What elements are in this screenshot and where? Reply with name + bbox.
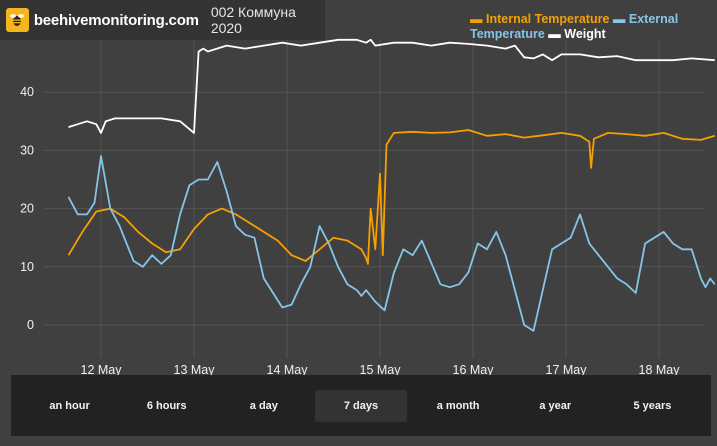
x-tick-label: 12 May	[81, 363, 123, 375]
bee-logo-icon[interactable]	[6, 8, 29, 32]
site-name[interactable]: beehivemonitoring.com	[33, 11, 199, 29]
range-button-a-day[interactable]: a day	[249, 399, 278, 412]
y-tick-label: 0	[27, 318, 34, 332]
range-button-7-days[interactable]: 7 days	[314, 389, 407, 422]
x-tick-label: 17 May	[546, 363, 588, 375]
y-tick-label: 10	[20, 260, 34, 274]
y-tick-label: 20	[20, 202, 34, 216]
x-tick-label: 16 May	[453, 363, 495, 375]
legend-internal-temperature[interactable]: ▬ Internal Temperature	[470, 12, 610, 26]
series-line-external-temperature	[67, 155, 716, 332]
header-bar: beehivemonitoring.com 002 Коммуна 2020	[0, 0, 325, 40]
legend-weight[interactable]: ▬ Weight	[548, 27, 606, 41]
range-button-5-years[interactable]: 5 years	[633, 399, 672, 412]
series-line-internal-temperature	[67, 129, 716, 265]
legend-internal-temperature-label: Internal Temperature	[485, 12, 610, 26]
legend-external-temperature[interactable]: ▬ External Temperature	[470, 12, 679, 41]
range-button-6-hours[interactable]: 6 hours	[146, 399, 187, 412]
series-line-weight	[68, 38, 715, 134]
range-button-a-month[interactable]: a month	[436, 399, 480, 412]
line-chart: 0 10 20 30 40 12 May 13 May 14 May 15 May 16 May 1…	[20, 38, 716, 375]
y-tick-label: 40	[20, 85, 34, 99]
y-tick-label: 30	[20, 143, 34, 157]
range-selector: an hour 6 hours a day 7 days a month a y…	[11, 375, 711, 436]
x-tick-label: 18 May	[639, 363, 681, 375]
chart-legend: ▬ Internal Temperature ▬ External Temper…	[470, 12, 710, 42]
x-tick-label: 14 May	[267, 363, 309, 375]
legend-weight-label: Weight	[564, 27, 606, 41]
hive-name: 002 Коммуна 2020	[210, 4, 296, 36]
x-tick-label: 13 May	[174, 363, 216, 375]
range-button-an-hour[interactable]: an hour	[49, 399, 90, 412]
x-tick-label: 15 May	[360, 363, 402, 375]
range-button-a-year[interactable]: a year	[539, 399, 572, 412]
legend-external-temperature-label: External Temperature	[470, 12, 679, 41]
